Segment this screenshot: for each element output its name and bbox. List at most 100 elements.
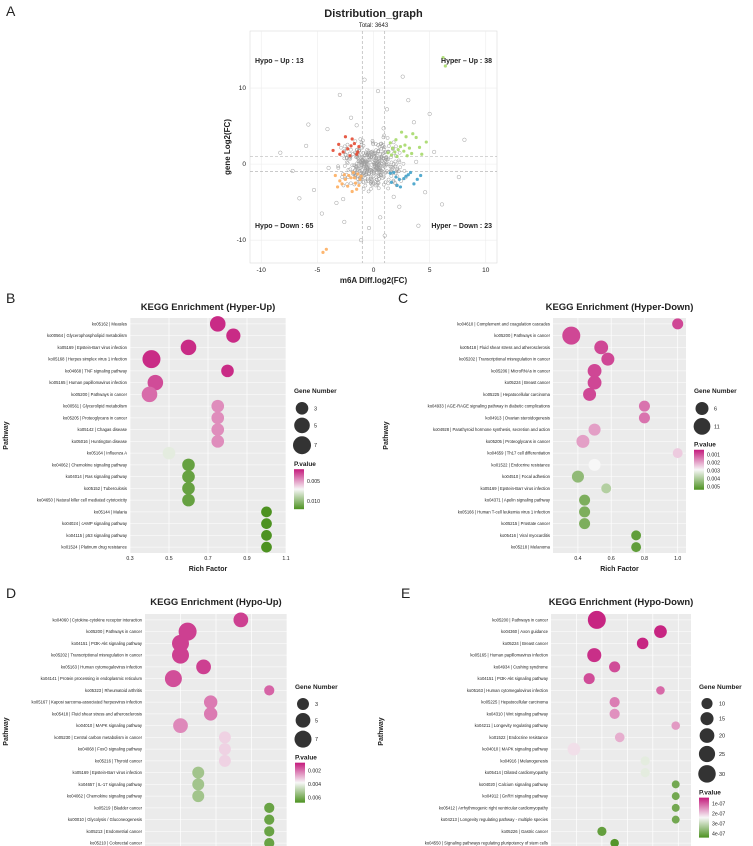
sig-point bbox=[388, 141, 392, 145]
sig-point bbox=[338, 179, 342, 183]
size-legend-dot bbox=[700, 712, 714, 726]
bubble-point bbox=[192, 790, 205, 803]
bubble-point bbox=[264, 826, 275, 837]
color-legend-label: 0.005 bbox=[707, 485, 720, 491]
nonsig-point bbox=[304, 143, 309, 148]
nonsig-point bbox=[369, 163, 374, 167]
nonsig-point bbox=[374, 162, 379, 167]
nonsig-point bbox=[386, 186, 391, 191]
nonsig-point bbox=[344, 160, 349, 165]
nonsig-point bbox=[462, 137, 467, 142]
sig-point bbox=[415, 177, 419, 181]
sig-point bbox=[333, 173, 337, 178]
size-legend-dot bbox=[698, 765, 716, 783]
nonsig-point bbox=[389, 160, 394, 165]
kegg-panel-kegg-enrichment-hypo-down: 0.50.60.70.80.9ko05200 | Pathways in can… bbox=[378, 597, 742, 846]
nonsig-point bbox=[374, 170, 379, 174]
pathway-label: ko04913 | Ovarian steroidogenesis bbox=[485, 415, 550, 420]
distribution-subtitle: Total: 3643 bbox=[359, 23, 389, 29]
pathway-label: ko05414 | Dilated cardiomyopathy bbox=[485, 770, 549, 775]
sig-point bbox=[343, 177, 348, 181]
nonsig-point bbox=[351, 152, 355, 156]
bubble-point bbox=[172, 634, 189, 652]
pathway-label: ko04550 | Signaling pathways regulating … bbox=[425, 841, 548, 846]
bubble-point bbox=[261, 518, 272, 529]
nonsig-point bbox=[384, 107, 390, 112]
pathway-label: ko05144 | Malaria bbox=[94, 509, 128, 514]
nonsig-point bbox=[411, 120, 416, 125]
kegg-panel-kegg-enrichment-hypo-up: 0.50.70.91.1ko04060 | Cytokine-cytokine … bbox=[3, 597, 338, 846]
x-tick-label: 0.3 bbox=[126, 556, 133, 562]
pathway-label: ko04928 | Parathyroid hormone synthesis,… bbox=[433, 427, 551, 432]
pathway-label: ko05215 | Prostate cancer bbox=[501, 521, 550, 526]
bubble-point bbox=[182, 470, 195, 483]
sig-point bbox=[410, 151, 414, 156]
sig-point bbox=[402, 176, 406, 181]
nonsig-point bbox=[382, 133, 387, 138]
distribution-y-label: gene Log2(FC) bbox=[223, 119, 232, 175]
size-legend-title: Gene Number bbox=[294, 388, 337, 395]
pathway-label: ko05230 | Central carbon metabolism in c… bbox=[54, 735, 142, 740]
nonsig-point bbox=[363, 167, 368, 172]
bubble-point bbox=[261, 506, 272, 518]
bubble-point bbox=[594, 340, 609, 355]
bubble-point bbox=[588, 423, 601, 436]
nonsig-point bbox=[396, 169, 401, 174]
nonsig-point bbox=[374, 175, 379, 180]
color-legend-label: 0.006 bbox=[308, 795, 321, 801]
x-axis-label: Rich Factor bbox=[189, 566, 228, 573]
sig-point bbox=[404, 135, 408, 139]
pathway-label: ko05418 | Fluid shear stress and atheros… bbox=[52, 711, 142, 716]
nonsig-point bbox=[361, 138, 365, 143]
bubble-point bbox=[233, 612, 249, 628]
nonsig-point bbox=[376, 186, 381, 191]
color-legend-title: P.value bbox=[694, 442, 716, 449]
nonsig-point bbox=[372, 161, 377, 166]
sig-point bbox=[417, 145, 422, 149]
color-legend-bar bbox=[294, 469, 304, 510]
sig-point bbox=[419, 173, 423, 178]
bubble-point bbox=[203, 695, 218, 709]
nonsig-point bbox=[384, 170, 389, 175]
quadrant-label-top-right: Hyper – Up : 38 bbox=[441, 58, 492, 65]
size-legend-label: 11 bbox=[714, 424, 720, 430]
bubble-point bbox=[609, 708, 620, 719]
pathway-label: ko05142 | Chagas disease bbox=[77, 427, 127, 432]
nonsig-point bbox=[397, 160, 402, 164]
bubble-point bbox=[261, 530, 272, 541]
bubble-point bbox=[562, 326, 581, 345]
bubble-point bbox=[192, 778, 205, 791]
distribution-title: Distribution_graph bbox=[324, 8, 423, 20]
x-tick-label: 0.5 bbox=[165, 556, 172, 562]
group-nonsig-hollow bbox=[278, 74, 467, 243]
nonsig-point bbox=[406, 98, 411, 103]
pathway-label: ko05200 | Pathways in cancer bbox=[494, 333, 550, 338]
pathway-label: ko05225 | Hepatocellular carcinoma bbox=[481, 700, 548, 705]
y-axis-label: Pathway bbox=[378, 717, 385, 746]
size-legend-dot bbox=[294, 730, 312, 748]
nonsig-point bbox=[374, 183, 378, 188]
sig-point bbox=[358, 177, 362, 181]
nonsig-point bbox=[381, 182, 386, 187]
bubble-point bbox=[164, 670, 182, 688]
bubble-point bbox=[203, 707, 218, 721]
nonsig-point bbox=[370, 139, 375, 143]
nonsig-point bbox=[375, 157, 379, 162]
nonsig-point bbox=[348, 167, 353, 172]
nonsig-point bbox=[377, 162, 381, 167]
nonsig-point bbox=[342, 164, 347, 168]
bubble-point bbox=[583, 673, 595, 685]
color-legend-label: 2e-07 bbox=[712, 812, 725, 818]
nonsig-point bbox=[339, 145, 343, 150]
pathway-label: ko05224 | Breast cancer bbox=[505, 380, 551, 385]
pathway-label: ko00010 | Glycolysis / Gluconeogenesis bbox=[68, 817, 142, 822]
nonsig-point bbox=[358, 158, 363, 163]
bubble-point bbox=[579, 518, 591, 530]
x-axis-label: Rich Factor bbox=[600, 566, 639, 573]
nonsig-point bbox=[375, 180, 380, 185]
nonsig-point bbox=[366, 153, 371, 157]
x-tick-label: 0.6 bbox=[608, 556, 615, 562]
quadrant-label-bottom-right: Hyper – Down : 23 bbox=[431, 223, 492, 230]
size-legend-title: Gene Number bbox=[699, 684, 742, 691]
bubble-point bbox=[142, 350, 161, 369]
